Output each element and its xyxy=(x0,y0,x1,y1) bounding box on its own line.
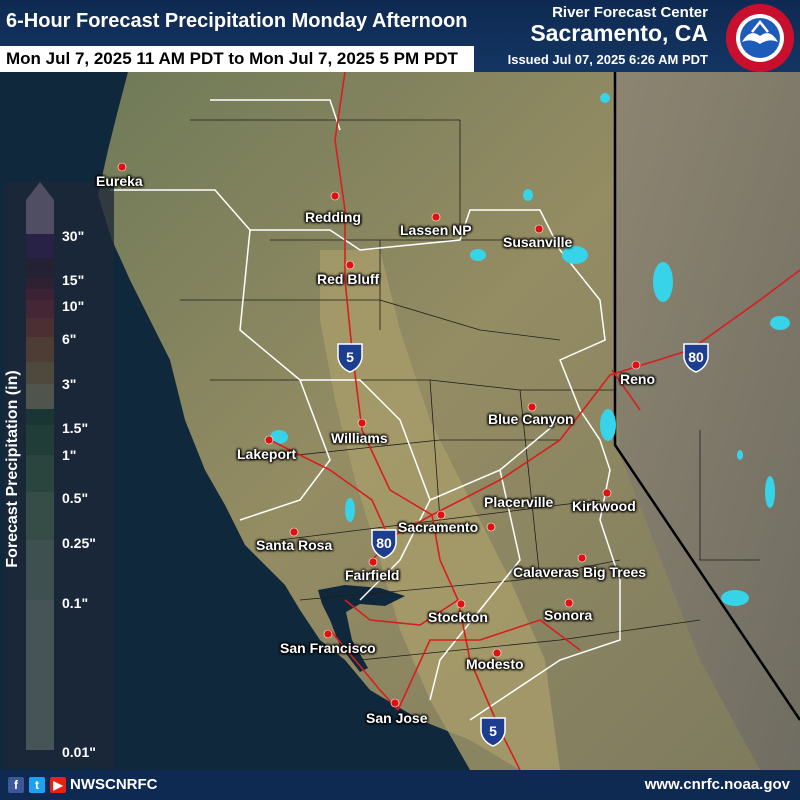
legend-label: 0.5" xyxy=(62,490,89,506)
interstate-shields xyxy=(337,343,709,747)
nevada-basin xyxy=(612,72,800,770)
city-label: Lakeport xyxy=(237,446,297,462)
legend-label: 0.25" xyxy=(62,535,96,551)
city-markers xyxy=(117,162,641,708)
city-label: Blue Canyon xyxy=(488,411,574,427)
nws-logo xyxy=(726,4,794,72)
center-name: River Forecast Center xyxy=(552,4,708,21)
interstate-number: 80 xyxy=(376,535,392,551)
city-label: Stockton xyxy=(428,609,488,625)
legend-label: 1" xyxy=(62,447,77,463)
city-label: San Jose xyxy=(366,710,428,726)
city-label: Red Bluff xyxy=(317,271,380,287)
social-handle[interactable]: NWSCNRFC xyxy=(70,776,158,793)
region-borders xyxy=(110,99,621,721)
city-label: Kirkwood xyxy=(572,498,636,514)
legend-label: 30" xyxy=(62,228,85,244)
highways xyxy=(269,71,800,771)
legend-label: 0.01" xyxy=(62,744,96,760)
city-label: Redding xyxy=(305,209,361,225)
state-border xyxy=(613,72,800,721)
city-label: Fairfield xyxy=(345,567,400,583)
interstate-number: 5 xyxy=(346,349,354,365)
interstate-number: 5 xyxy=(489,723,497,739)
legend-title: Forecast Precipitation (in) xyxy=(4,370,21,568)
city-label: San Francisco xyxy=(280,640,376,656)
interstate-number: 80 xyxy=(688,349,704,365)
footer-bar xyxy=(0,770,800,800)
city-label: Modesto xyxy=(466,656,524,672)
legend-label: 10" xyxy=(62,298,85,314)
youtube-icon[interactable]: ▶ xyxy=(50,777,66,793)
legend-label: 6" xyxy=(62,331,77,347)
city-label: Calaveras Big Trees xyxy=(513,564,647,580)
website-link[interactable]: www.cnrfc.noaa.gov xyxy=(644,776,790,793)
facebook-icon[interactable]: f xyxy=(8,777,24,793)
city-label: Sonora xyxy=(544,607,593,623)
legend-label: 1.5" xyxy=(62,420,89,436)
lakes xyxy=(270,93,790,606)
map-title: 6-Hour Forecast Precipitation Monday Aft… xyxy=(6,10,468,32)
sf-bay xyxy=(318,585,405,672)
valid-period: Mon Jul 7, 2025 11 AM PDT to Mon Jul 7, … xyxy=(0,46,474,72)
city-label: Lassen NP xyxy=(400,222,472,238)
county-borders xyxy=(180,119,760,661)
legend-label: 0.1" xyxy=(62,595,89,611)
legend-label: 15" xyxy=(62,272,85,288)
city-label: Susanville xyxy=(503,234,573,250)
legend-label: 3" xyxy=(62,376,77,392)
issued-time: Issued Jul 07, 2025 6:26 AM PDT xyxy=(507,52,708,67)
city-label: Placerville xyxy=(484,494,554,510)
twitter-icon[interactable]: t xyxy=(29,777,45,793)
legend-panel xyxy=(4,182,114,768)
city-label: Eureka xyxy=(96,173,143,189)
center-location: Sacramento, CA xyxy=(530,20,708,46)
city-label: Williams xyxy=(331,430,388,446)
city-label: Reno xyxy=(620,371,655,387)
city-label: Santa Rosa xyxy=(256,537,333,553)
city-label: Sacramento xyxy=(398,519,479,535)
